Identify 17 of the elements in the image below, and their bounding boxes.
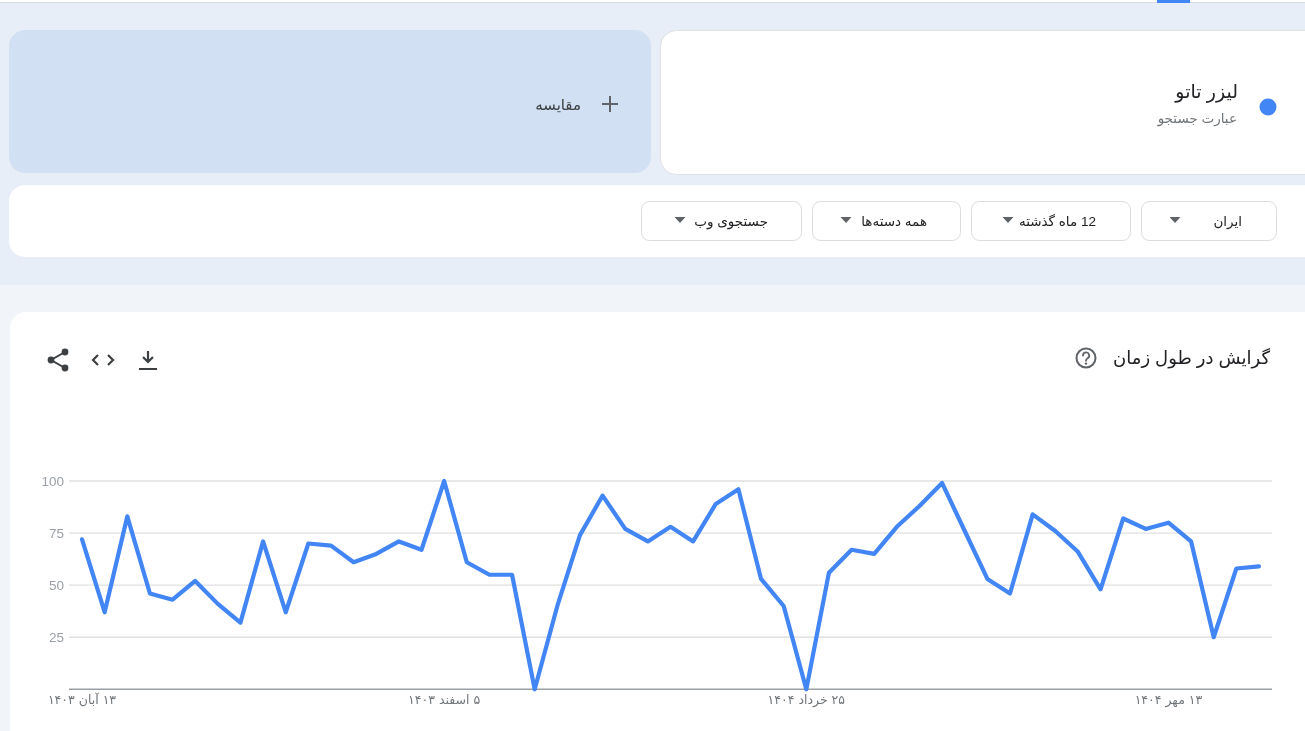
y-tick-label: 25 xyxy=(48,629,64,645)
x-tick-label: ۱۳ مهر ۱۴۰۴ xyxy=(1134,691,1203,708)
text: 12 ماه گذشته xyxy=(1018,212,1096,229)
text: ایران xyxy=(1213,213,1242,230)
text: لیزر تاتو xyxy=(1174,80,1238,103)
x-tick-label: ۵ اسفند ۱۴۰۳ xyxy=(408,691,481,707)
x-tick-label: ۱۳ آبان ۱۴۰۳ xyxy=(47,691,117,707)
y-tick-label: 50 xyxy=(48,577,64,593)
x-tick-label: ۲۵ خرداد ۱۴۰۴ xyxy=(767,691,846,708)
text: همه دسته‌ها xyxy=(861,213,927,229)
line-series xyxy=(79,478,1262,692)
y-tick-label: 75 xyxy=(48,525,64,541)
y-tick-label: 100 xyxy=(41,473,64,489)
text: عبارت جستجو xyxy=(1156,110,1237,127)
text: جستجوی وب xyxy=(694,213,768,230)
chart-title: گرایش در طول زمان xyxy=(1113,347,1271,369)
text: مقایسه xyxy=(535,95,581,113)
